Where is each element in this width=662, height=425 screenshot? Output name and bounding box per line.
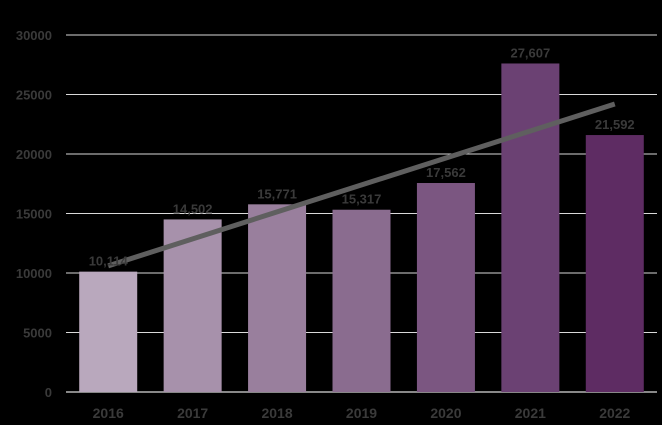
data-label: 27,607: [510, 45, 550, 60]
x-tick-label: 2020: [430, 405, 461, 421]
y-axis-ticks: 0 5000 10000 15000 20000 25000 30000: [16, 28, 52, 400]
bar: [585, 135, 644, 392]
x-tick-label: 2018: [261, 405, 292, 421]
y-tick-label: 20000: [16, 147, 52, 162]
data-labels: 10,114 14,502 15,771 15,317 17,562 27,607 21,5…: [89, 45, 635, 268]
y-tick-label: 5000: [23, 326, 52, 341]
x-tick-label: 2019: [346, 405, 377, 421]
y-tick-label: 0: [45, 385, 52, 400]
data-label: 15,771: [257, 186, 297, 201]
y-tick-label: 15000: [16, 207, 52, 222]
x-tick-label: 2016: [93, 405, 124, 421]
data-label: 10,114: [89, 254, 129, 269]
y-tick-label: 30000: [16, 28, 52, 43]
bar: [332, 209, 391, 392]
bar: [248, 204, 307, 392]
x-tick-label: 2017: [177, 405, 208, 421]
bar: [501, 63, 560, 393]
x-tick-label: 2021: [515, 405, 546, 421]
data-label: 17,562: [426, 165, 466, 180]
trendline: [107, 101, 616, 269]
y-tick-label: 10000: [16, 266, 52, 281]
bar: [416, 183, 475, 392]
x-axis-ticks: 2016 2017 2018 2019 2020 2021 2022: [93, 405, 631, 421]
bar: [163, 219, 222, 392]
data-label: 14,502: [173, 201, 213, 216]
data-label: 21,592: [595, 117, 635, 132]
bars: [79, 63, 644, 393]
data-label: 15,317: [342, 192, 382, 207]
bar: [79, 271, 138, 392]
trendline-layer: [107, 101, 616, 269]
x-tick-label: 2022: [599, 405, 630, 421]
y-tick-label: 25000: [16, 88, 52, 103]
